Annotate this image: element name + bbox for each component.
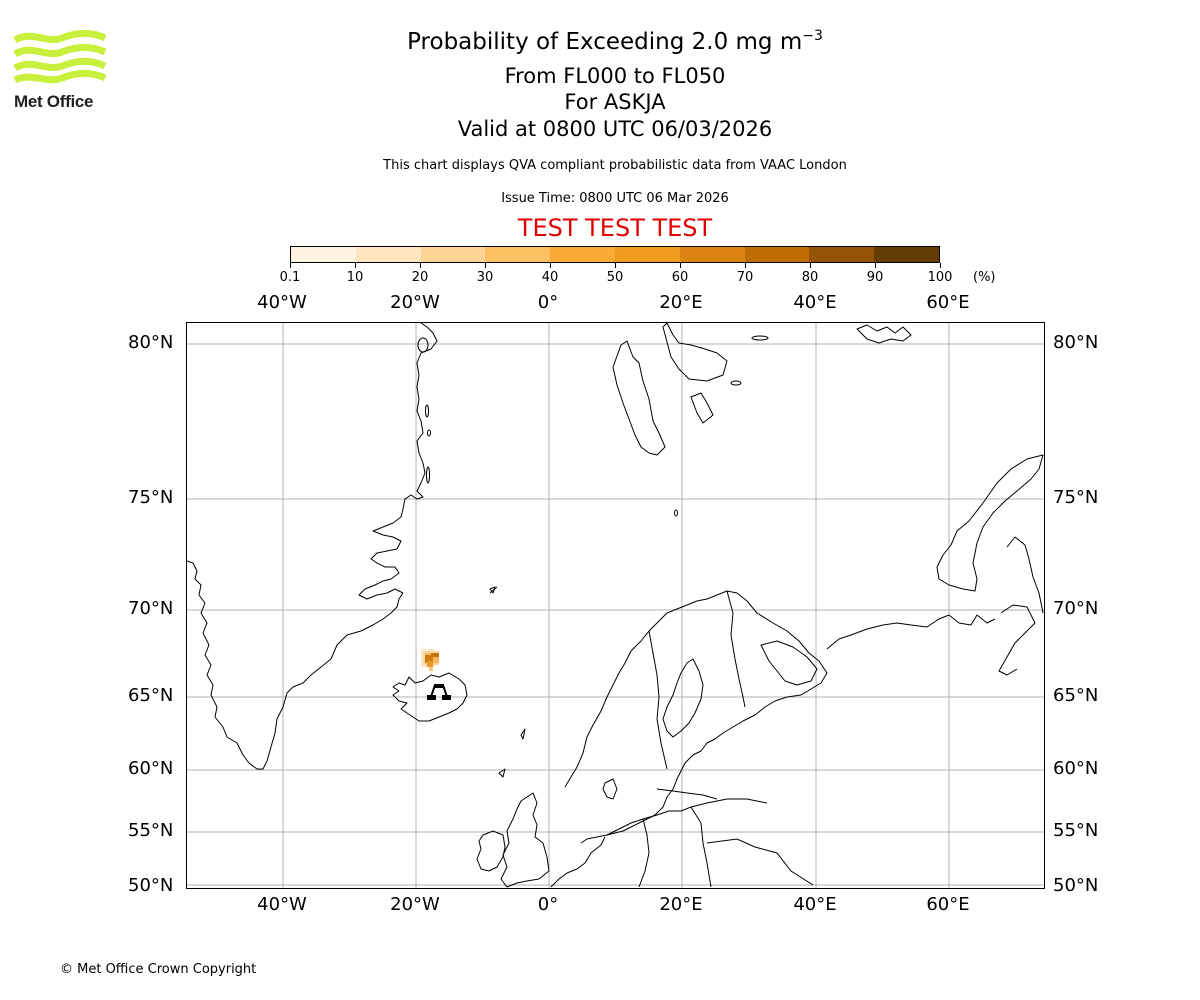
scandinavia-coast	[564, 590, 828, 844]
chart-title: Probability of Exceeding 2.0 mg m−3	[0, 28, 1200, 55]
longitude-label: 20°E	[659, 292, 703, 313]
longitude-label: 20°W	[390, 894, 440, 915]
latitude-label: 70°N	[1053, 598, 1099, 619]
longitude-label: 40°E	[793, 292, 837, 313]
longitude-label: 0°	[537, 292, 559, 313]
title-superscript: −3	[802, 28, 823, 44]
flight-levels: From FL000 to FL050	[504, 64, 726, 88]
issue-time: Issue Time: 0800 UTC 06 Mar 2026	[501, 191, 729, 206]
colorbar-tick-label: 60	[671, 270, 689, 285]
longitude-label: 0°	[537, 894, 559, 915]
colorbar-segment	[485, 247, 551, 262]
latitude-label: 50°N	[1053, 875, 1099, 896]
longitude-label: 20°E	[659, 894, 703, 915]
ireland-coast	[476, 830, 506, 872]
colorbar-tick-label: 70	[736, 270, 754, 285]
colorbar-tick-label: 0.1	[279, 270, 301, 285]
greenland-east-coast	[402, 323, 438, 510]
latitude-label: 75°N	[128, 487, 174, 508]
colorbar-segment	[874, 247, 939, 262]
ash-probability-plume	[421, 649, 439, 671]
longitude-label: 60°E	[926, 292, 970, 313]
longitude-label: 40°W	[257, 292, 307, 313]
latitude-label: 75°N	[1053, 487, 1099, 508]
valid-time: Valid at 0800 UTC 06/03/2026	[457, 117, 773, 141]
colorbar-tick-label: 10	[346, 270, 364, 285]
colorbar-tick	[615, 263, 616, 268]
colorbar-tick	[290, 263, 291, 268]
longitude-label: 40°E	[793, 894, 837, 915]
volcano-marker-icon	[427, 684, 451, 700]
latitude-label: 55°N	[128, 820, 174, 841]
colorbar-unit: (%)	[973, 270, 996, 285]
colorbar-tick	[355, 263, 356, 268]
novaya-zemlya-coast	[936, 454, 1044, 592]
colorbar-segment	[679, 247, 745, 262]
latitude-label: 55°N	[1053, 820, 1099, 841]
colorbar-segment	[550, 247, 615, 262]
latitude-label: 60°N	[1053, 758, 1099, 779]
colorbar-segment	[355, 247, 421, 262]
longitude-label: 40°W	[257, 894, 307, 915]
iceland-coast	[392, 672, 468, 722]
colorbar-tick	[420, 263, 421, 268]
colorbar-tick	[745, 263, 746, 268]
probability-colorbar	[290, 246, 940, 263]
colorbar-segment	[744, 247, 810, 262]
latitude-label: 50°N	[128, 875, 174, 896]
latitude-label: 65°N	[128, 685, 174, 706]
colorbar-segment	[420, 247, 486, 262]
colorbar-tick	[810, 263, 811, 268]
colorbar-tick	[680, 263, 681, 268]
colorbar-segment	[291, 247, 356, 262]
logo-text: Met Office	[14, 92, 94, 111]
colorbar-tick-label: 40	[541, 270, 559, 285]
colorbar-tick-label: 90	[866, 270, 884, 285]
coastlines	[187, 323, 1044, 888]
colorbar-tick-label: 20	[411, 270, 429, 285]
latitude-label: 65°N	[1053, 685, 1099, 706]
colorbar-tick-label: 80	[801, 270, 819, 285]
map-canvas	[187, 323, 1044, 888]
latitude-label: 80°N	[1053, 332, 1099, 353]
map-frame	[186, 322, 1045, 889]
colorbar-tick-label: 30	[476, 270, 494, 285]
volcano-name: For ASKJA	[564, 90, 666, 114]
colorbar-segment	[614, 247, 680, 262]
colorbar-tick	[940, 263, 941, 268]
colorbar-tick	[550, 263, 551, 268]
title-text: Probability of Exceeding 2.0 mg m	[407, 29, 803, 55]
colorbar-tick-label: 50	[606, 270, 624, 285]
latitude-label: 60°N	[128, 758, 174, 779]
longitude-label: 20°W	[390, 292, 440, 313]
test-banner: TEST TEST TEST	[517, 214, 713, 242]
met-office-logo: Met Office	[12, 30, 112, 112]
colorbar-segment	[809, 247, 875, 262]
graticule	[187, 323, 1044, 888]
met-office-waves-icon	[13, 30, 107, 84]
latitude-label: 70°N	[128, 598, 174, 619]
chart-description: This chart displays QVA compliant probab…	[383, 158, 847, 173]
latitude-label: 80°N	[128, 332, 174, 353]
colorbar-tick-label: 100	[927, 270, 953, 285]
great-britain-coast	[500, 792, 550, 888]
longitude-label: 60°E	[926, 894, 970, 915]
svalbard-coast	[612, 340, 666, 456]
national-borders	[638, 590, 814, 888]
copyright-notice: © Met Office Crown Copyright	[60, 962, 257, 977]
colorbar-tick	[485, 263, 486, 268]
greenland-coast	[187, 560, 404, 770]
colorbar-tick	[875, 263, 876, 268]
